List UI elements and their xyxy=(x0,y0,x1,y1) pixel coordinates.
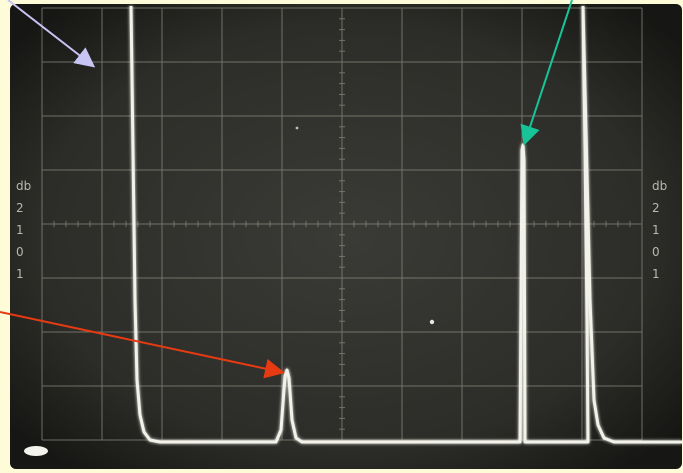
red-pointer-arrow xyxy=(0,311,285,379)
left-scale-label: 1 xyxy=(16,267,24,281)
screen-spot xyxy=(24,446,48,456)
crt-screen xyxy=(10,4,682,469)
right-scale-label: 1 xyxy=(652,267,660,281)
lavender-pointer-arrow xyxy=(7,0,96,68)
right-scale-label: db xyxy=(652,179,667,193)
right-scale-label: 1 xyxy=(652,223,660,237)
right-scale-label: 2 xyxy=(652,201,660,215)
stray-dot xyxy=(295,126,299,130)
left-scale-label: 0 xyxy=(16,245,24,259)
stray-dot xyxy=(429,319,435,325)
left-scale-labels: db 2 1 0 1 xyxy=(16,179,31,281)
right-scale-label: 0 xyxy=(652,245,660,259)
left-scale-label: 1 xyxy=(16,223,24,237)
oscilloscope-trace xyxy=(129,5,682,444)
teal-pointer-arrow xyxy=(520,0,573,146)
graticule-grid xyxy=(41,7,643,441)
right-scale-labels: db 2 1 0 1 xyxy=(652,179,667,281)
left-scale-label: 2 xyxy=(16,201,24,215)
left-scale-label: db xyxy=(16,179,31,193)
